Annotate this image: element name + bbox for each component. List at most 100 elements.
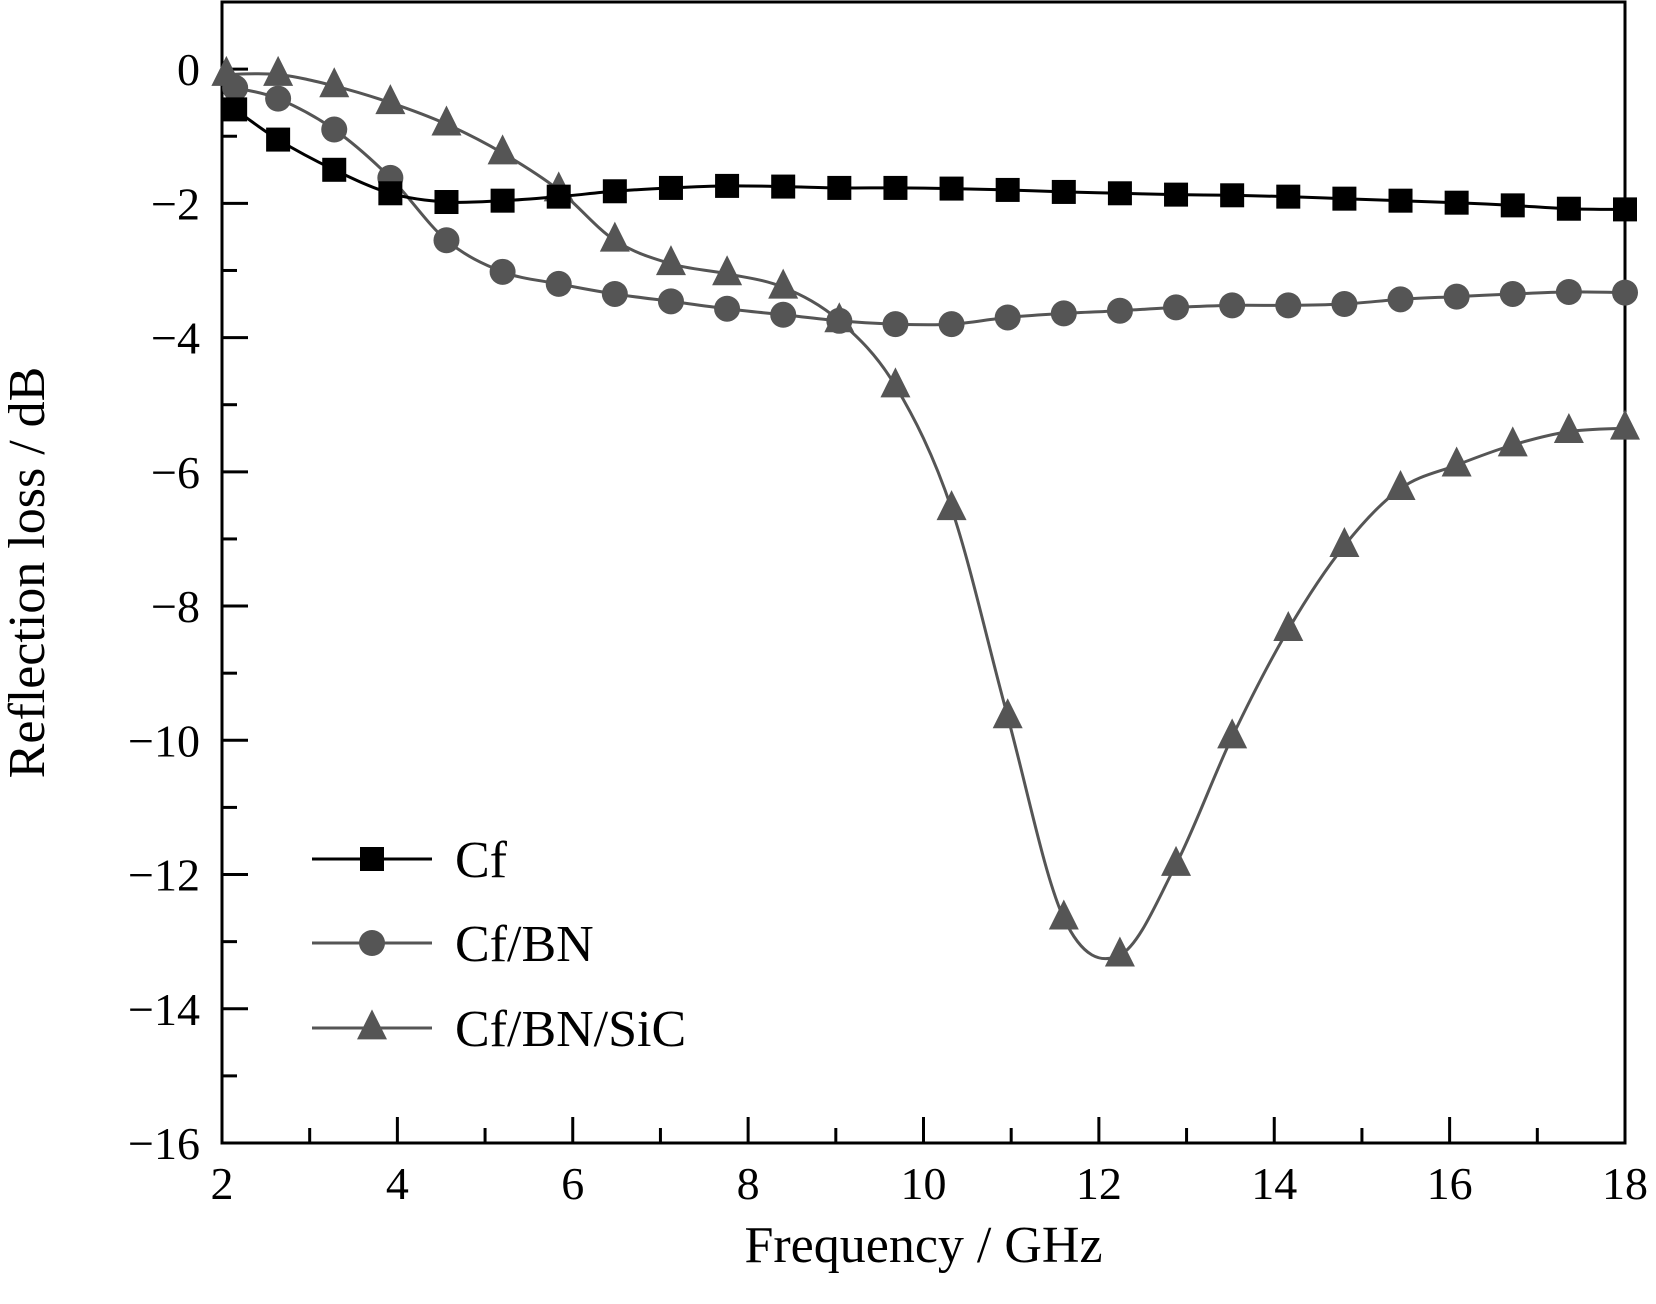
x-tick-label: 18 — [1602, 1158, 1648, 1209]
data-point-cf — [378, 181, 403, 206]
legend-marker-shape-cf — [360, 847, 384, 871]
data-point-cf-bn-sic — [1104, 936, 1135, 967]
data-point-cf — [1613, 197, 1637, 222]
data-point-cf-bn-sic — [1497, 426, 1528, 457]
data-point-cf — [883, 175, 908, 200]
x-tick-label: 8 — [737, 1158, 760, 1209]
data-point-cf-bn-sic — [768, 268, 799, 299]
legend-label-cf-bn-sic: Cf/BN/SiC — [455, 1001, 686, 1058]
data-point-cf — [1107, 181, 1132, 206]
data-point-cf — [1444, 190, 1469, 215]
data-point-cf — [1556, 196, 1581, 221]
data-point-cf-bn-sic — [1329, 527, 1360, 558]
x-tick-label: 14 — [1251, 1158, 1297, 1209]
data-point-cf — [1220, 183, 1245, 208]
data-point-cf-bn-sic — [1610, 409, 1640, 440]
data-point-cf-bn — [1163, 294, 1190, 321]
data-point-cf-bn — [265, 85, 292, 112]
data-point-cf-bn — [1331, 291, 1358, 318]
plot-border — [220, 0, 1627, 1145]
legend-marker-cf-bn — [359, 930, 385, 956]
y-tick-label: −12 — [128, 850, 200, 901]
legend-item-cf-bn-sic: Cf/BN/SiC — [312, 1001, 686, 1058]
series-layer — [211, 55, 1640, 967]
data-point-cf-bn-sic — [1048, 899, 1079, 930]
data-point-cf — [995, 177, 1020, 202]
data-point-cf-bn-sic — [375, 84, 406, 115]
data-point-cf-bn — [433, 227, 460, 254]
legend-item-cf: Cf — [312, 832, 508, 889]
data-point-cf — [322, 157, 347, 182]
data-point-cf-bn-sic — [1217, 718, 1248, 749]
data-point-cf — [1500, 193, 1525, 218]
x-tick-label: 6 — [561, 1158, 584, 1209]
data-point-cf-bn — [489, 258, 516, 285]
y-tick-label: −4 — [151, 313, 200, 364]
data-point-cf — [939, 176, 964, 201]
data-point-cf-bn-sic — [1553, 412, 1584, 443]
legend-label-cf: Cf — [455, 832, 508, 889]
data-point-cf — [827, 175, 852, 200]
data-point-cf-bn — [882, 311, 909, 338]
data-point-cf-bn — [994, 304, 1021, 331]
data-point-cf-bn-sic — [599, 221, 630, 252]
x-axis-label: Frequency / GHz — [744, 1217, 1102, 1274]
data-point-cf — [715, 173, 740, 198]
data-point-cf-bn-sic — [263, 55, 294, 86]
data-point-cf — [223, 97, 248, 122]
data-point-cf — [771, 174, 796, 199]
y-axis-label: Reflection loss / dB — [0, 367, 56, 779]
data-point-cf — [1051, 179, 1076, 204]
data-point-cf-bn — [826, 307, 853, 334]
y-tick-label: −8 — [151, 581, 200, 632]
data-point-cf-bn — [938, 311, 965, 338]
legend-marker-cf — [360, 847, 384, 871]
data-point-cf-bn-sic — [655, 245, 686, 276]
x-tick-label: 10 — [901, 1158, 947, 1209]
data-point-cf-bn-sic — [1161, 845, 1192, 876]
data-point-cf-bn-sic — [712, 255, 743, 286]
data-point-cf — [546, 184, 571, 209]
y-axis-ticks: 0 −2 −4 −6 −8 −10 −12 −14 −16 — [128, 44, 248, 1169]
legend-marker-shape-cf-bn — [359, 930, 385, 956]
y-tick-label: −14 — [128, 984, 200, 1035]
data-point-cf-bn — [222, 74, 249, 101]
plot-frame — [220, 0, 1627, 1145]
x-tick-label: 4 — [386, 1158, 409, 1209]
legend-marker-shape-cf-bn-sic — [357, 1009, 387, 1040]
data-point-cf-bn-sic — [1441, 446, 1472, 477]
data-point-cf-bn-sic — [936, 490, 967, 521]
data-point-cf-bn — [1219, 292, 1246, 319]
data-point-cf — [1332, 186, 1357, 211]
data-point-cf — [490, 188, 515, 213]
data-point-cf-bn-sic — [487, 134, 518, 165]
x-tick-label: 16 — [1427, 1158, 1473, 1209]
data-point-cf-bn-sic — [1385, 470, 1416, 501]
data-point-cf — [602, 179, 627, 204]
y-tick-label: 0 — [177, 44, 200, 95]
y-tick-label: −10 — [128, 715, 200, 766]
data-point-cf-bn-sic — [880, 367, 911, 398]
legend-item-cf-bn: Cf/BN — [312, 916, 594, 973]
series-cf-bn-sic — [211, 55, 1640, 967]
legend-marker-cf-bn-sic — [357, 1009, 387, 1040]
data-point-cf-bn — [1050, 300, 1077, 327]
data-point-cf-bn — [1106, 297, 1133, 324]
data-point-cf — [1164, 182, 1189, 207]
data-point-cf-bn — [657, 288, 684, 315]
x-axis-ticks: 2 4 6 8 10 12 14 16 18 — [211, 1117, 1648, 1209]
x-tick-label: 12 — [1076, 1158, 1122, 1209]
data-point-cf — [1388, 188, 1413, 213]
data-point-cf-bn — [1275, 292, 1302, 319]
data-point-cf — [434, 190, 459, 215]
data-point-cf — [266, 127, 291, 152]
data-point-cf-bn-sic — [1273, 610, 1304, 641]
data-point-cf-bn-sic — [431, 105, 462, 136]
data-point-cf — [658, 175, 683, 200]
data-point-cf-bn — [1499, 280, 1526, 307]
data-point-cf-bn — [1612, 279, 1638, 306]
data-point-cf-bn — [714, 295, 741, 322]
legend: Cf Cf/BN Cf/BN/SiC — [312, 832, 686, 1058]
data-point-cf — [1276, 184, 1301, 209]
